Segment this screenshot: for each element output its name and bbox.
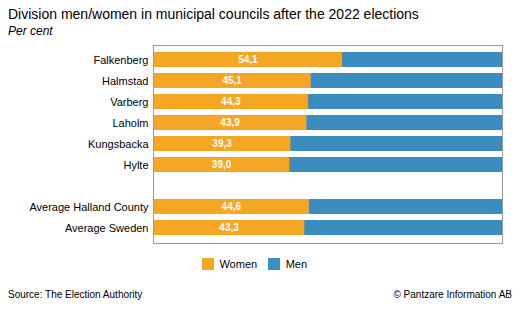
html-text:Source: The Election Authority: Source: The Election Authority bbox=[8, 288, 143, 300]
html-text:Division men/women in municipa: Division men/women in municipal councils… bbox=[8, 6, 419, 22]
svg-text:Halmstad: Halmstad bbox=[102, 75, 148, 87]
svg-text:Laholm: Laholm bbox=[112, 117, 148, 129]
svg-text:Falkenberg: Falkenberg bbox=[93, 54, 148, 66]
svg-text:Hylte: Hylte bbox=[123, 159, 148, 171]
html-text:Men: Men bbox=[285, 257, 307, 270]
svg-text:54,1: 54,1 bbox=[238, 54, 258, 65]
svg-text:Kungsbacka: Kungsbacka bbox=[88, 138, 149, 150]
svg-text:39,3: 39,3 bbox=[212, 138, 232, 149]
html-text:Women: Women bbox=[219, 257, 258, 270]
html-text:Per cent: Per cent bbox=[8, 24, 53, 38]
html-text:© Pantzare Information AB: © Pantzare Information AB bbox=[393, 288, 512, 300]
svg-text:39,0: 39,0 bbox=[212, 159, 232, 170]
svg-text:44,6: 44,6 bbox=[222, 201, 242, 212]
svg-text:Average Halland County: Average Halland County bbox=[29, 201, 149, 213]
svg-text:43,9: 43,9 bbox=[220, 117, 240, 128]
svg-text:44,3: 44,3 bbox=[221, 96, 241, 107]
svg-text:43,3: 43,3 bbox=[219, 222, 239, 233]
svg-text:45,1: 45,1 bbox=[222, 75, 242, 86]
svg-text:Average Sweden: Average Sweden bbox=[65, 222, 149, 234]
svg-text:Varberg: Varberg bbox=[110, 96, 148, 108]
